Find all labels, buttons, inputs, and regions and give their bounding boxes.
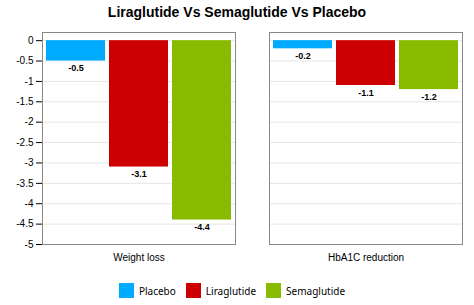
svg-text:-3.1: -3.1 [131, 169, 147, 179]
svg-text:0: 0 [28, 35, 34, 46]
svg-text:Weight loss: Weight loss [113, 252, 165, 263]
svg-text:-5: -5 [25, 239, 34, 250]
svg-text:-1.5: -1.5 [16, 96, 34, 107]
svg-text:-0.5: -0.5 [16, 55, 34, 66]
svg-text:-0.2: -0.2 [295, 51, 311, 61]
html-text:Liraglutide Vs Semaglutide Vs: Liraglutide Vs Semaglutide Vs Placebo [107, 4, 367, 20]
svg-text:-4.5: -4.5 [16, 218, 34, 229]
html-text:Liraglutide: Liraglutide [205, 283, 257, 298]
svg-text:-2: -2 [25, 116, 34, 127]
svg-text:-2.5: -2.5 [16, 137, 34, 148]
svg-text:-4.4: -4.4 [194, 222, 210, 232]
svg-text:-1.2: -1.2 [421, 92, 437, 102]
svg-text:-4: -4 [25, 198, 34, 209]
svg-text:-1.1: -1.1 [358, 88, 374, 98]
html-text:Semaglutide: Semaglutide [286, 283, 346, 298]
svg-text:-0.5: -0.5 [68, 63, 84, 73]
svg-text:HbA1C reduction: HbA1C reduction [328, 252, 404, 263]
svg-text:-3: -3 [25, 157, 34, 168]
html-text:Placebo: Placebo [138, 283, 176, 298]
svg-text:-1: -1 [25, 76, 34, 87]
svg-text:-3.5: -3.5 [16, 178, 34, 189]
